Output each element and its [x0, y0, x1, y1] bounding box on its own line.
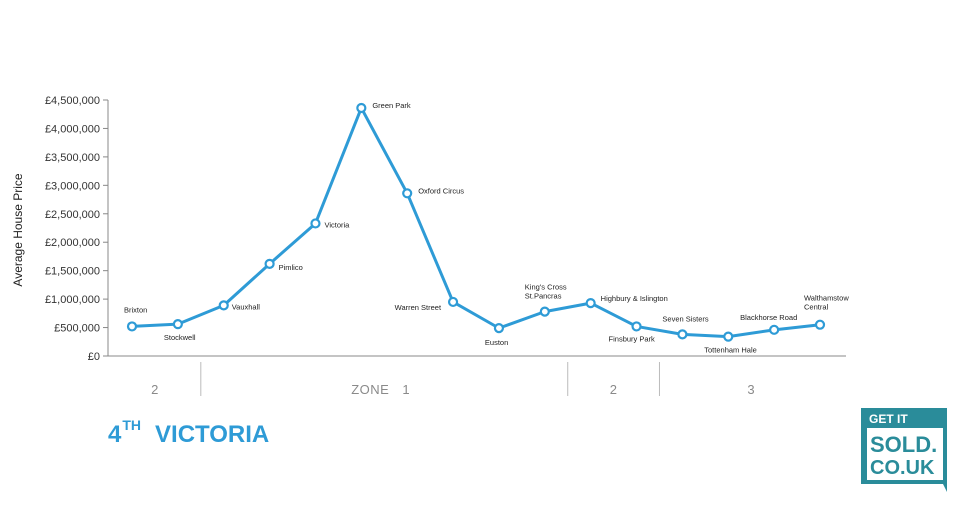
- y-tick-label: £4,500,000: [45, 95, 100, 107]
- station-labels: Brixton Stockwell Vauxhall Pimlico Victoria G…: [124, 101, 849, 355]
- data-point: [356, 102, 367, 114]
- zone-label: 2: [151, 382, 159, 397]
- station-label: King's Cross St.Pancras: [525, 283, 567, 301]
- logo-line1: GET IT: [869, 412, 908, 426]
- y-axis-label: Average House Price: [11, 173, 25, 287]
- data-point: [447, 296, 459, 308]
- station-label: Highbury & Islington: [601, 294, 668, 303]
- station-label: Oxford Circus: [418, 186, 464, 195]
- zone-label: ZONE: [351, 382, 389, 397]
- y-tick-label: £3,500,000: [45, 152, 100, 164]
- data-point: [310, 218, 321, 229]
- station-label: Finsbury Park: [609, 334, 656, 343]
- station-label: Euston: [485, 338, 508, 347]
- y-tick-label: £500,000: [54, 323, 100, 335]
- station-label: Seven Sisters: [662, 314, 709, 323]
- data-point: [723, 331, 734, 342]
- y-tick-label: £2,500,000: [45, 209, 100, 221]
- station-label: Brixton: [124, 305, 147, 314]
- rank-number: 4: [108, 421, 122, 448]
- logo-line3: CO.UK: [870, 457, 935, 479]
- data-point: [402, 188, 413, 199]
- data-point: [264, 258, 275, 269]
- logo-tail: [943, 484, 947, 492]
- series-line: [131, 106, 821, 339]
- station-label: Blackhorse Road: [740, 313, 797, 322]
- y-tick-label: £4,000,000: [45, 123, 100, 135]
- data-point: [539, 306, 550, 317]
- zone-bands: 2 ZONE 1 2 3: [151, 362, 755, 397]
- data-point: [814, 319, 826, 330]
- station-label: Vauxhall: [232, 302, 261, 311]
- logo-panel: [867, 428, 943, 480]
- y-tick-label: £1,500,000: [45, 266, 100, 278]
- zone-number: 1: [402, 382, 410, 397]
- data-point: [631, 321, 642, 332]
- rank-suffix: TH: [122, 417, 142, 433]
- rank-heading: 4TH VICTORIA: [108, 417, 270, 449]
- logo-line2: SOLD.: [870, 432, 937, 457]
- y-axis: £0 £500,000 £1,000,000 £1,500,000 £2,000,000…: [45, 95, 109, 363]
- data-point: [677, 329, 688, 340]
- y-tick-label: £1,000,000: [45, 294, 100, 306]
- y-tick-label: £0: [88, 351, 100, 363]
- data-point: [769, 324, 780, 335]
- y-tick-label: £3,000,000: [45, 180, 100, 192]
- station-label: Pimlico: [279, 263, 303, 272]
- y-tick-label: £2,000,000: [45, 237, 100, 249]
- station-label: Green Park: [372, 101, 411, 110]
- getitsold-logo: GET IT SOLD. CO.UK: [861, 408, 947, 492]
- data-point: [493, 323, 505, 334]
- station-label: Tottenham Hale: [704, 346, 757, 355]
- line-name: VICTORIA: [155, 421, 270, 448]
- zone-label: 3: [747, 382, 755, 397]
- station-label: Victoria: [324, 220, 350, 229]
- station-label: Walthamstow Central: [804, 294, 849, 312]
- station-label: Stockwell: [164, 333, 196, 342]
- station-label: Warren Street: [395, 303, 442, 312]
- data-point: [172, 319, 183, 330]
- data-point: [585, 297, 596, 309]
- zone-label: 2: [610, 382, 618, 397]
- data-point: [126, 321, 138, 332]
- data-point: [218, 300, 229, 311]
- data-points: [126, 102, 826, 342]
